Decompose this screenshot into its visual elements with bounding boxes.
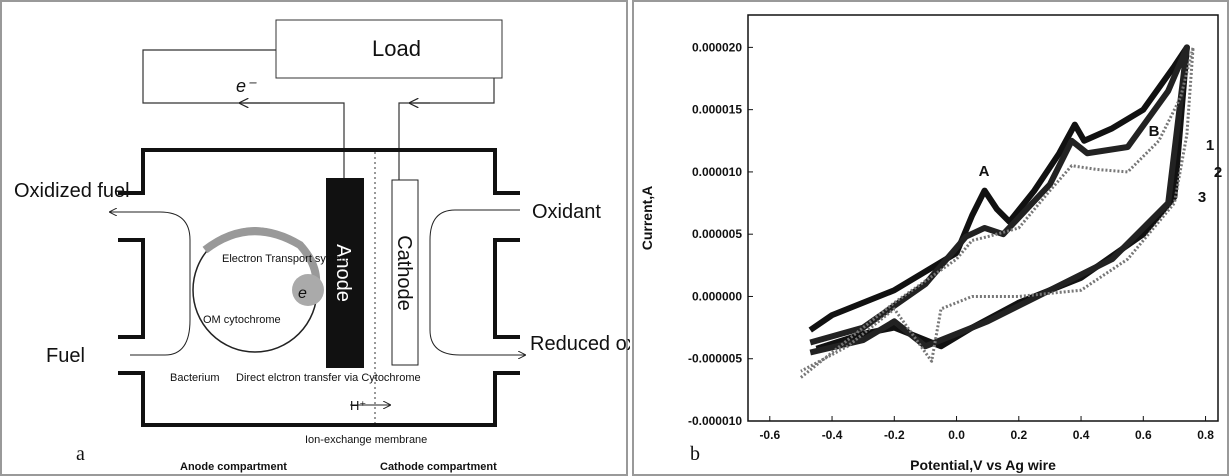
panel-label: a (76, 443, 85, 465)
cytochrome (292, 274, 324, 306)
y-tick-label: 0.000015 (692, 103, 742, 117)
oxidant: Oxidant (532, 201, 601, 223)
x-tick-label: 0.2 (1010, 428, 1027, 442)
x-tick-label: 0.8 (1197, 428, 1214, 442)
cathode-compartment: Cathode compartment (380, 461, 497, 473)
chart-panel: -0.6 -0.4 -0.2 0.0 0.2 0.4 0.6 0.8 -0.000010 -0.0… (632, 0, 1229, 476)
proton: H⁺ (350, 398, 366, 413)
load-label: Load (372, 36, 421, 61)
annotation: A (979, 163, 990, 180)
x-tick-label: 0.4 (1073, 428, 1090, 442)
cv-curve (810, 47, 1187, 352)
x-tick-label: -0.4 (822, 428, 843, 442)
x-axis-label: Potential,V vs Ag wire (910, 457, 1056, 473)
annotation: 3 (1198, 189, 1206, 206)
y-tick-label: 0.000005 (692, 227, 742, 241)
plot-frame (748, 15, 1218, 421)
electron-label: e⁻ (236, 76, 257, 96)
annotation: B (1149, 123, 1160, 140)
x-tick-label: 0.6 (1135, 428, 1152, 442)
transport-label: Electron Transport system (222, 253, 350, 265)
panel-label: b (690, 443, 700, 465)
y-tick-label: 0.000010 (692, 165, 742, 179)
fuel: Fuel (46, 345, 85, 367)
labels: Oxidized fuel Fuel Oxidant Reduced oxida… (14, 180, 630, 367)
oxidized-fuel: Oxidized fuel (14, 180, 130, 202)
direct-transfer: Direct elctron transfer via Cytochrome (236, 372, 421, 384)
x-tick-label: 0.0 (948, 428, 965, 442)
y-tick-label: -0.000010 (688, 414, 742, 428)
cv-curve (810, 47, 1187, 348)
y-tick-label: 0.000000 (692, 289, 742, 303)
figure: Load e⁻ Anode Cathode Oxidized fuel Fuel… (0, 0, 1229, 476)
membrane-label: Ion-exchange membrane (305, 434, 427, 446)
y-tick-label: -0.000005 (688, 352, 742, 366)
annotation: 1 (1206, 137, 1214, 154)
y-tick-label: 0.000020 (692, 40, 742, 54)
diagram-panel: Load e⁻ Anode Cathode Oxidized fuel Fuel… (0, 0, 630, 476)
x-tick-label: -0.6 (759, 428, 780, 442)
cathode-label: Cathode (393, 235, 415, 311)
e-label: e (298, 285, 307, 302)
y-axis-label: Current,A (639, 186, 655, 251)
om-cytochrome: OM cytochrome (203, 314, 281, 326)
reduced-oxidant: Reduced oxidant (530, 333, 630, 355)
anode-compartment: Anode compartment (180, 461, 287, 473)
bacterium-label: Bacterium (170, 372, 220, 384)
x-tick-label: -0.2 (884, 428, 905, 442)
annotation: 2 (1214, 164, 1222, 181)
